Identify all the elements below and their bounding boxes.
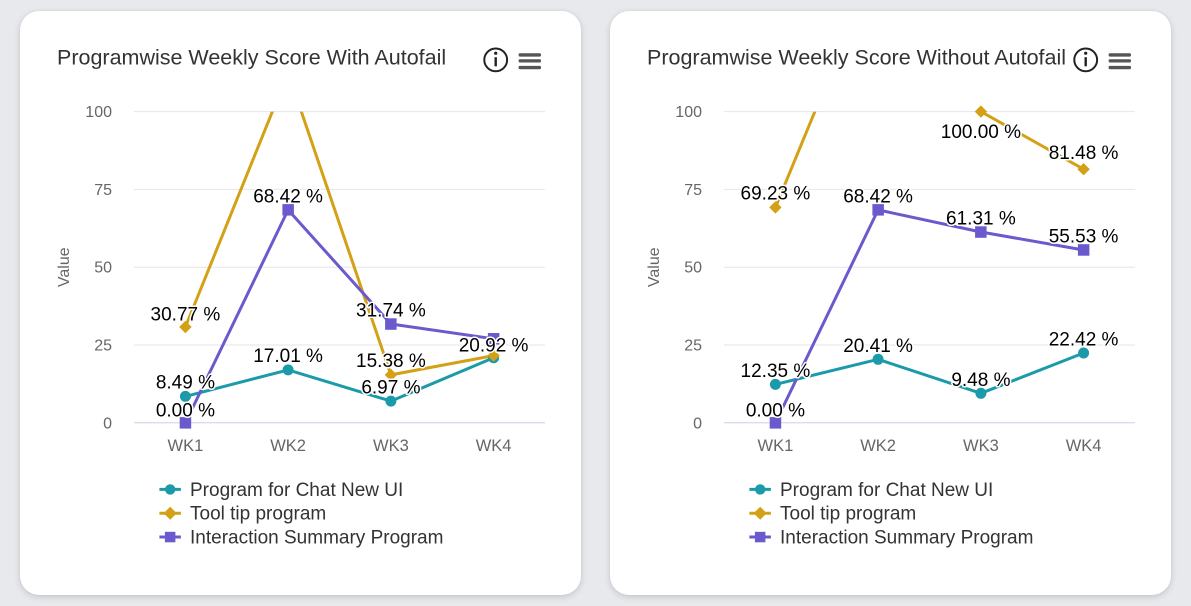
svg-text:0.00 %: 0.00 %	[156, 401, 215, 422]
svg-text:Interaction Summary Program: Interaction Summary Program	[190, 528, 443, 549]
svg-text:100.00 %: 100.00 %	[941, 122, 1021, 143]
svg-text:22.42 %: 22.42 %	[1049, 330, 1119, 351]
svg-text:20.41 %: 20.41 %	[843, 336, 913, 357]
svg-text:Interaction Summary Program: Interaction Summary Program	[780, 528, 1033, 549]
svg-text:81.48 %: 81.48 %	[1049, 143, 1119, 164]
svg-text:WK1: WK1	[758, 437, 794, 455]
svg-text:WK3: WK3	[373, 437, 409, 455]
svg-text:100: 100	[675, 104, 702, 121]
svg-text:30.77 %: 30.77 %	[151, 305, 221, 326]
svg-text:WK2: WK2	[860, 437, 896, 455]
svg-text:Program for Chat New UI: Program for Chat New UI	[780, 480, 993, 501]
svg-text:0: 0	[103, 415, 112, 432]
svg-text:20.92 %: 20.92 %	[459, 336, 529, 357]
svg-text:WK2: WK2	[270, 437, 306, 455]
svg-text:61.31 %: 61.31 %	[946, 209, 1016, 230]
svg-text:55.53 %: 55.53 %	[1049, 227, 1119, 248]
svg-text:9.48 %: 9.48 %	[951, 370, 1010, 391]
svg-text:25: 25	[94, 338, 112, 355]
svg-text:WK3: WK3	[963, 437, 999, 455]
svg-text:Programwise Weekly Score Witho: Programwise Weekly Score Without Autofai…	[647, 46, 1066, 70]
svg-text:50: 50	[94, 260, 112, 277]
svg-text:68.42 %: 68.42 %	[253, 186, 323, 207]
svg-text:Value: Value	[646, 247, 663, 287]
svg-text:WK4: WK4	[1066, 437, 1102, 455]
svg-text:25: 25	[684, 338, 702, 355]
svg-text:75: 75	[684, 182, 702, 199]
svg-text:Tool tip program: Tool tip program	[780, 504, 916, 525]
svg-text:69.23 %: 69.23 %	[741, 184, 811, 205]
svg-text:6.97 %: 6.97 %	[361, 378, 420, 399]
svg-text:75: 75	[94, 182, 112, 199]
svg-text:17.01 %: 17.01 %	[253, 346, 323, 367]
svg-text:Programwise Weekly Score With: Programwise Weekly Score With Autofail	[57, 46, 446, 70]
svg-text:WK4: WK4	[476, 437, 512, 455]
svg-text:8.49 %: 8.49 %	[156, 372, 215, 393]
svg-text:Program for Chat New UI: Program for Chat New UI	[190, 480, 403, 501]
svg-text:WK1: WK1	[168, 437, 204, 455]
svg-text:15.38 %: 15.38 %	[356, 351, 426, 372]
svg-text:0.00 %: 0.00 %	[746, 401, 805, 422]
svg-text:12.35 %: 12.35 %	[741, 361, 811, 382]
svg-text:31.74 %: 31.74 %	[356, 301, 426, 322]
svg-text:Value: Value	[56, 247, 73, 287]
svg-text:0: 0	[693, 415, 702, 432]
svg-text:100: 100	[85, 104, 112, 121]
svg-text:50: 50	[684, 260, 702, 277]
svg-text:68.42 %: 68.42 %	[843, 186, 913, 207]
svg-text:Tool tip program: Tool tip program	[190, 504, 326, 525]
